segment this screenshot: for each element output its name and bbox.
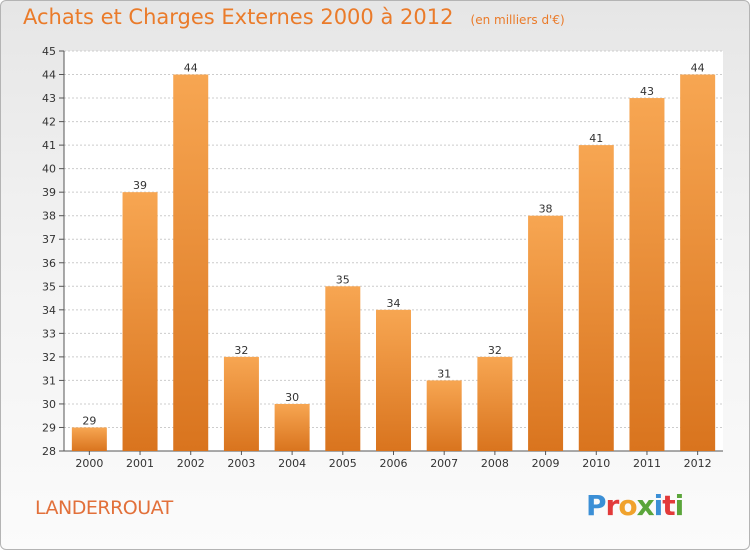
bar <box>680 74 716 451</box>
proxiti-logo: Proxiti <box>586 489 685 522</box>
bar <box>325 286 361 451</box>
bar <box>426 380 462 451</box>
y-tick-label: 34 <box>42 304 56 317</box>
y-tick-label: 44 <box>42 69 56 82</box>
bar <box>477 356 513 451</box>
y-tick-label: 45 <box>42 45 56 58</box>
y-tick-label: 36 <box>42 257 56 270</box>
data-label: 35 <box>336 273 350 286</box>
data-label: 29 <box>82 414 96 427</box>
logo-letter: P <box>586 489 607 522</box>
chart-subtitle: (en milliers d'€) <box>470 13 565 27</box>
logo-letter: i <box>653 489 664 522</box>
logo-letter: x <box>636 489 655 522</box>
logo-letter: o <box>618 489 637 522</box>
data-label: 30 <box>285 391 299 404</box>
y-tick-label: 40 <box>42 163 56 176</box>
y-tick-label: 33 <box>42 327 56 340</box>
bar <box>71 427 107 451</box>
bar <box>122 192 158 452</box>
data-label: 44 <box>184 62 198 75</box>
x-tick-label: 2004 <box>278 457 306 470</box>
x-tick-label: 2009 <box>532 457 560 470</box>
y-tick-label: 35 <box>42 280 56 293</box>
x-tick-label: 2000 <box>75 457 103 470</box>
y-tick-label: 37 <box>42 233 56 246</box>
chart-header: Achats et Charges Externes 2000 à 2012 (… <box>23 5 565 29</box>
x-tick-label: 2011 <box>633 457 661 470</box>
y-tick-label: 29 <box>42 421 56 434</box>
data-label: 44 <box>691 62 705 75</box>
logo-letter: r <box>605 489 620 522</box>
x-tick-label: 2006 <box>380 457 408 470</box>
x-tick-label: 2001 <box>126 457 154 470</box>
data-label: 32 <box>488 344 502 357</box>
commune-name: LANDERROUAT <box>35 497 173 519</box>
data-label: 32 <box>234 344 248 357</box>
y-tick-label: 42 <box>42 116 56 129</box>
y-tick-label: 30 <box>42 398 56 411</box>
y-tick-label: 32 <box>42 351 56 364</box>
x-tick-label: 2008 <box>481 457 509 470</box>
y-tick-label: 38 <box>42 210 56 223</box>
y-tick-label: 41 <box>42 139 56 152</box>
y-tick-label: 39 <box>42 186 56 199</box>
data-label: 31 <box>437 367 451 380</box>
bar <box>223 356 259 451</box>
x-tick-label: 2003 <box>227 457 255 470</box>
bar <box>629 98 665 451</box>
y-tick-label: 28 <box>42 445 56 458</box>
bar <box>528 215 564 451</box>
bar <box>173 74 209 451</box>
data-label: 43 <box>640 85 654 98</box>
x-tick-label: 2002 <box>177 457 205 470</box>
data-label: 38 <box>539 203 553 216</box>
y-tick-label: 31 <box>42 374 56 387</box>
y-tick-label: 43 <box>42 92 56 105</box>
bar <box>578 145 614 451</box>
x-tick-label: 2007 <box>430 457 458 470</box>
logo-letter: i <box>674 489 685 522</box>
x-tick-label: 2005 <box>329 457 357 470</box>
x-tick-label: 2012 <box>684 457 712 470</box>
x-tick-label: 2010 <box>582 457 610 470</box>
chart-title: Achats et Charges Externes 2000 à 2012 <box>23 5 454 29</box>
data-label: 34 <box>387 297 401 310</box>
data-label: 39 <box>133 179 147 192</box>
logo-letter: t <box>662 489 675 522</box>
bar <box>376 309 411 451</box>
bar <box>274 403 310 451</box>
data-label: 41 <box>589 132 603 145</box>
